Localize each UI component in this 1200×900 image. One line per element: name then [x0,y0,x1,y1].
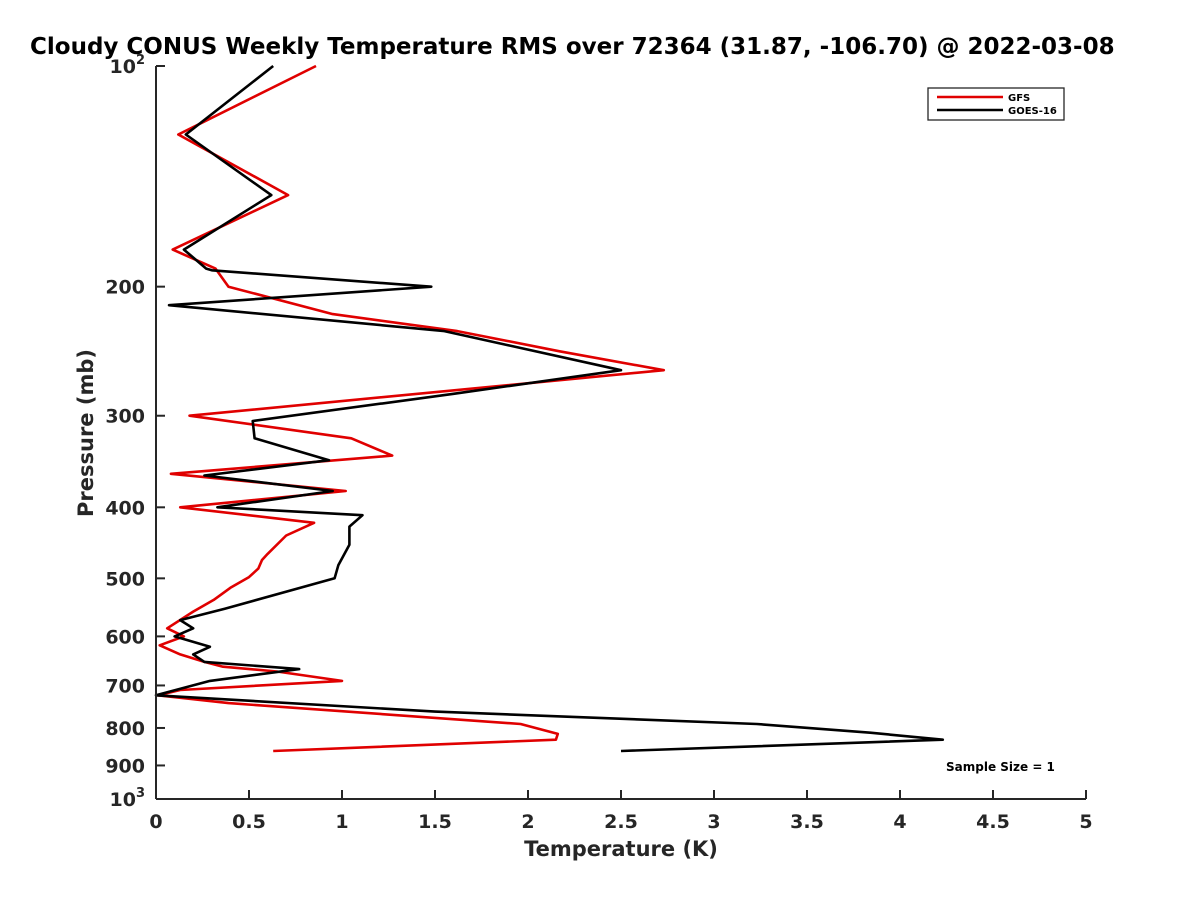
x-tick-label: 1 [335,811,348,833]
y-tick-label: 200 [105,277,145,299]
series-line-goes-16 [154,64,945,753]
y-tick-label: 103 [110,786,146,811]
legend-label-gfs: GFS [1008,93,1030,104]
x-axis-ticks: 0 0.5 1 1.5 2 2.5 3 3.5 4 4.5 5 [149,790,1093,833]
legend: GFS GOES-16 [927,87,1065,121]
y-tick-label: 700 [105,675,145,697]
x-tick-label: 2 [521,811,534,833]
x-axis-title: Temperature (K) [524,837,718,861]
x-tick-label: 3.5 [790,811,824,833]
x-tick-label: 0.5 [232,811,266,833]
x-tick-label: 5 [1079,811,1092,833]
y-tick-label: 900 [105,755,145,777]
y-tick-label: 300 [105,406,145,428]
legend-label-goes-16: GOES-16 [1008,106,1057,117]
x-tick-label: 3 [707,811,720,833]
legend-box [927,87,1065,121]
chart-title: Cloudy CONUS Weekly Temperature RMS over… [30,34,1115,60]
y-tick-label: 500 [105,568,145,590]
x-tick-label: 4.5 [976,811,1010,833]
y-axis-title: Pressure (mb) [74,349,98,517]
series-line-gfs [156,64,666,753]
sample-size-note: Sample Size = 1 [946,760,1055,774]
y-tick-label: 400 [105,497,145,519]
y-tick-label: 600 [105,626,145,648]
x-tick-label: 2.5 [604,811,638,833]
x-tick-label: 4 [893,811,906,833]
y-tick-label: 102 [110,53,146,78]
x-tick-label: 0 [149,811,162,833]
plot-lines [154,64,945,753]
x-tick-label: 1.5 [418,811,452,833]
y-axis-ticks: 102 200 300 400 500 600 700 800 900 103 [105,53,165,811]
y-tick-label: 800 [105,718,145,740]
